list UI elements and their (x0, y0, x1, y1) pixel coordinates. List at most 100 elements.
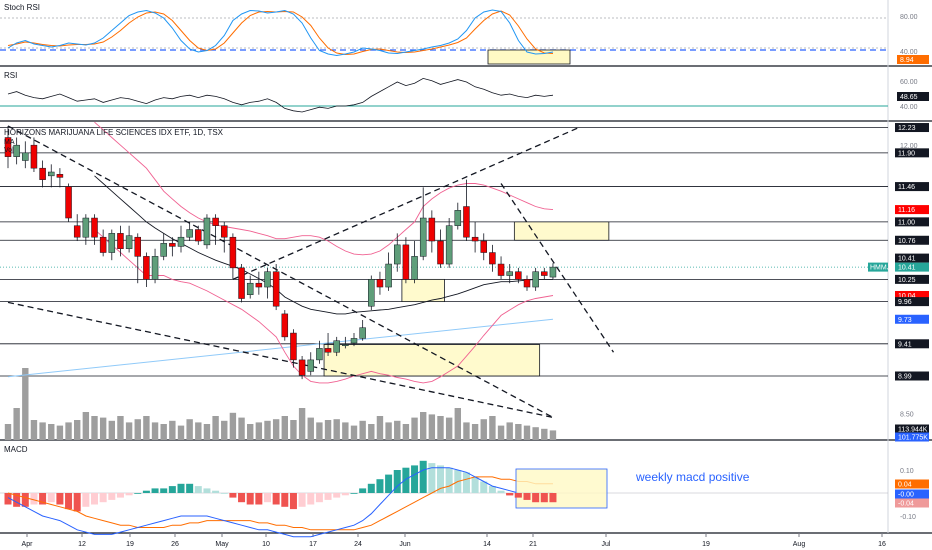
candle-body (203, 217, 211, 246)
macd-value-text: -0.00 (898, 492, 914, 499)
candle-body (445, 225, 453, 265)
macd-histogram-bar (186, 483, 194, 493)
macd-histogram-bar (532, 493, 540, 503)
candle-body (523, 279, 531, 288)
stoch-tick: 40.00 (900, 49, 918, 56)
macd-histogram-bar (56, 493, 64, 505)
macd-histogram-bar (125, 493, 133, 496)
volume-bar (281, 416, 288, 440)
macd-histogram-bar (220, 493, 228, 494)
macd-highlight-box (515, 468, 608, 509)
volume-bar (445, 417, 453, 440)
vol-label: Vol (4, 147, 14, 154)
price-tag-text: 11.90 (898, 150, 915, 157)
x-tick-label: 17 (309, 541, 317, 548)
macd-title: MACD (4, 445, 28, 454)
x-tick-label: 10 (262, 541, 270, 548)
volume-bar (489, 416, 496, 440)
rsi-tick: 60.00 (900, 79, 918, 86)
macd-histogram-bar (514, 493, 522, 498)
candle-body (13, 144, 20, 157)
macd-value-text: -0.04 (898, 501, 914, 508)
x-tick-label: 14 (483, 541, 491, 548)
candle-body (169, 243, 176, 247)
candle-body (151, 256, 159, 280)
volume-bar (91, 416, 98, 440)
macd-histogram-bar (194, 486, 202, 493)
price-tag-text: 11.16 (898, 207, 915, 214)
volume-bar (160, 424, 167, 440)
candle-body (385, 263, 392, 288)
macd-histogram-bar (30, 493, 38, 505)
x-tick-label: Apr (22, 541, 34, 548)
macd-value-text: 0.04 (898, 482, 912, 489)
candle-body (333, 340, 340, 353)
macd-histogram-bar (367, 483, 375, 493)
price-tag (895, 371, 929, 381)
macd-histogram-bar (238, 493, 246, 503)
volume-bar (333, 419, 340, 440)
candle-body (125, 235, 133, 249)
x-tick-label: 19 (126, 541, 134, 548)
volume-bar (125, 422, 133, 440)
candle-body (411, 256, 418, 280)
volume-bar (74, 420, 81, 440)
macd-value-tag (895, 489, 929, 499)
volume-bar (394, 420, 401, 440)
volume-bar (99, 417, 107, 440)
candle-body (4, 137, 12, 157)
macd-histogram-bar (47, 493, 55, 503)
candle-body (177, 236, 185, 247)
volume-bar (212, 416, 219, 440)
volume-bar (549, 430, 557, 440)
volume-bar (523, 425, 531, 440)
candle-body (117, 233, 124, 249)
support-resistance-zone (401, 278, 445, 303)
macd-signal-line (7, 476, 553, 531)
volume-bar (359, 420, 366, 440)
rsi-tick: 40.00 (900, 104, 918, 111)
candle-body (480, 240, 487, 253)
macd-histogram-bar (506, 493, 514, 496)
volume-bar (342, 422, 349, 440)
rsi-value-text: 48.65 (900, 94, 918, 101)
macd-histogram-bar (65, 493, 73, 510)
volume-bar (480, 419, 487, 440)
price-tag-text: 12.23 (898, 125, 916, 132)
candle-body (264, 271, 271, 288)
stoch-value-tag (897, 55, 929, 64)
macd-histogram-bar (480, 481, 488, 493)
candle-body (402, 244, 410, 280)
macd-histogram-bar (168, 486, 176, 493)
candle-body (549, 266, 557, 278)
macd-histogram-bar (488, 486, 496, 493)
candle-body (143, 256, 150, 280)
volume-bar (238, 417, 245, 440)
volume-bar (272, 419, 280, 440)
stoch-value-text: 8.94 (900, 57, 914, 64)
volume-bar (221, 420, 228, 440)
price-tag (895, 424, 929, 434)
x-tick-label: 12 (78, 541, 86, 548)
volume-bar (411, 417, 418, 440)
macd-histogram-bar (324, 493, 332, 500)
volume-bar (515, 424, 522, 440)
candle-body (91, 217, 98, 238)
macd-histogram-bar (289, 493, 297, 510)
volume-bar (298, 408, 306, 440)
volume-bar (402, 424, 410, 440)
price-tag (895, 148, 929, 158)
volume-bar (65, 422, 72, 440)
trend-line (232, 126, 580, 280)
price-tick: 12.00 (900, 143, 918, 150)
macd-histogram-bar (99, 493, 107, 503)
trend-line (500, 183, 615, 353)
price-tag-text: 11.46 (898, 184, 915, 191)
volume-bar (134, 419, 141, 440)
price-tag (895, 182, 929, 192)
price-tag-text: 10.04 (898, 293, 916, 300)
candle-body (56, 174, 64, 178)
price-tag-text: 9.41 (898, 341, 912, 348)
rsi-value-tag (897, 92, 929, 101)
